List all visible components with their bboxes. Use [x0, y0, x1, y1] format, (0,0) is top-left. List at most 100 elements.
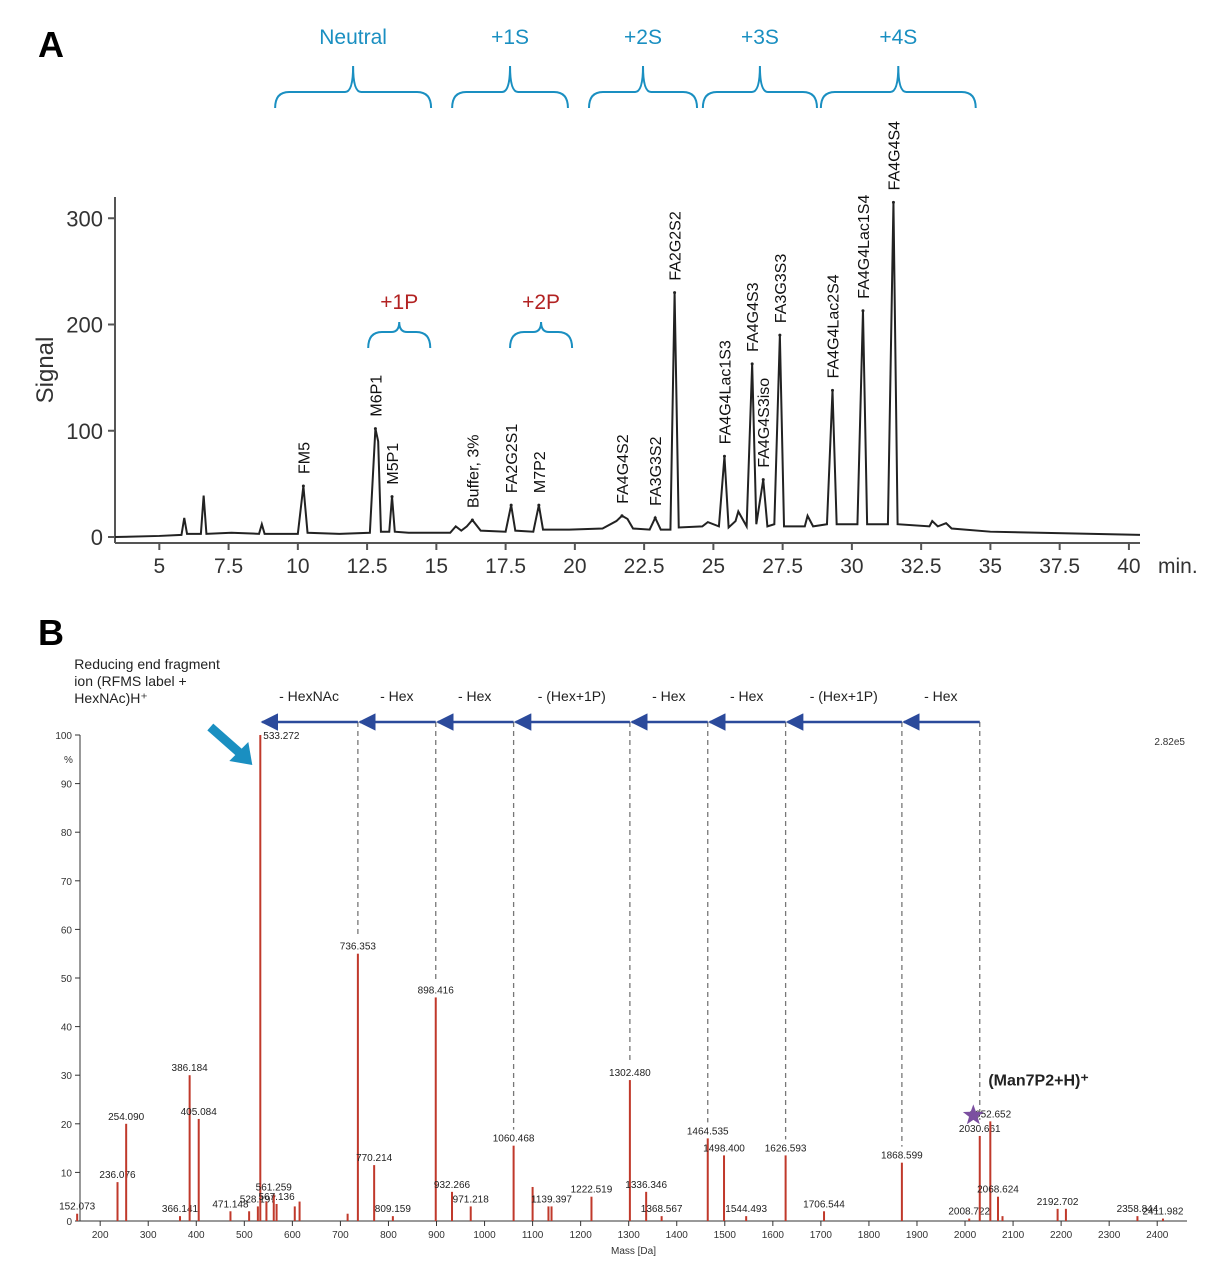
x-tick-label: 2000 [954, 1230, 977, 1241]
y-axis-label: Signal [32, 337, 59, 404]
peak-label: 236.076 [99, 1170, 136, 1181]
peak [469, 1206, 472, 1221]
x-tick-label: 20 [563, 555, 586, 578]
x-tick-label: 1200 [570, 1230, 593, 1241]
panel-label: B [38, 612, 64, 653]
peak [1161, 1218, 1164, 1221]
x-tick-label: 1000 [473, 1230, 496, 1241]
peak-label: FA4G4Lac1S4 [856, 195, 873, 299]
peak [978, 1135, 981, 1221]
peak-label: 2068.624 [977, 1185, 1019, 1196]
peak-label: 405.084 [181, 1107, 218, 1118]
peak-apex [653, 516, 657, 520]
peak [550, 1206, 553, 1221]
peak [391, 1216, 394, 1221]
y-tick-label: 200 [66, 313, 103, 338]
peak [628, 1080, 631, 1221]
y-axis-label: % [64, 755, 73, 766]
x-tick-label: 27.5 [762, 555, 803, 578]
peak-label: 1139.397 [531, 1194, 572, 1205]
peak [660, 1216, 663, 1221]
bracket-label: +2S [624, 26, 662, 49]
peak-apex [390, 495, 394, 499]
peak [116, 1182, 119, 1221]
peak-label: FM5 [296, 442, 313, 474]
y-tick-label: 20 [61, 1120, 73, 1131]
peak-label: 1222.519 [571, 1185, 613, 1196]
bracket [274, 65, 433, 109]
peak-label: 567.136 [258, 1192, 295, 1203]
peak [298, 1201, 301, 1221]
x-tick-label: 1500 [714, 1230, 737, 1241]
peak [346, 1213, 349, 1221]
peak-label: FA4G4S3iso [756, 378, 773, 468]
peak [188, 1075, 191, 1221]
y-tick-label: 50 [61, 974, 73, 985]
peak [784, 1155, 787, 1221]
y-tick-label: 60 [61, 925, 73, 936]
peak [968, 1218, 971, 1221]
star [962, 1104, 984, 1125]
peak-label: M7P2 [532, 451, 549, 493]
peak [900, 1162, 903, 1221]
peak-label: 1868.599 [881, 1151, 923, 1162]
annotation-arrowhead [229, 742, 253, 765]
bracket-label: +4S [879, 26, 917, 49]
x-axis-label: Mass [Da] [611, 1246, 656, 1257]
peak-label: 1060.468 [493, 1134, 535, 1145]
peak [1136, 1216, 1139, 1221]
bracket-label: +1S [491, 26, 529, 49]
peak-label: 2192.702 [1037, 1197, 1079, 1208]
peak-label: 1302.480 [609, 1068, 651, 1079]
x-axis-label: min. [1158, 555, 1198, 578]
peak-label: 932.266 [434, 1180, 471, 1191]
peak-label: 1464.535 [687, 1126, 729, 1137]
x-tick-label: 32.5 [901, 555, 942, 578]
x-tick-label: 17.5 [485, 555, 526, 578]
peak-label: 366.141 [162, 1204, 199, 1215]
peak-apex [831, 388, 834, 392]
x-tick-label: 1100 [522, 1230, 544, 1241]
peak [547, 1206, 550, 1221]
peak-apex [537, 503, 541, 507]
panel-label: A [38, 24, 64, 65]
peak [512, 1145, 515, 1221]
peak-label: FA4G4S3 [745, 282, 762, 351]
peak-apex [470, 518, 474, 522]
x-tick-label: 1600 [762, 1230, 785, 1241]
ladder-label: - (Hex+1P) [538, 688, 606, 704]
peak-label: FA4G4Lac1S3 [717, 340, 734, 444]
peak-apex [750, 362, 754, 366]
bracket [509, 321, 574, 349]
x-tick-label: 1400 [666, 1230, 689, 1241]
peak [1064, 1208, 1067, 1221]
peak [356, 953, 359, 1221]
annotation: (Man7P2+H)⁺ [988, 1072, 1088, 1089]
peak [989, 1121, 992, 1221]
bracket-label: +2P [522, 291, 560, 314]
ladder-label: - Hex [380, 688, 413, 704]
peak-label: 898.416 [418, 985, 455, 996]
peak [434, 997, 437, 1221]
x-tick-label: 22.5 [624, 555, 665, 578]
x-tick-label: 10 [286, 555, 309, 578]
peak [996, 1196, 999, 1221]
x-tick-label: 40 [1117, 555, 1140, 578]
y-tick-label: 70 [61, 877, 73, 888]
peak [1056, 1208, 1059, 1221]
peak [229, 1211, 232, 1221]
peak [265, 1201, 268, 1221]
peak-apex [778, 333, 782, 337]
peak-apex [620, 514, 624, 518]
peak-label: 2411.982 [1142, 1207, 1183, 1218]
peak-apex [761, 478, 765, 482]
peak-label: 2008.722 [948, 1207, 990, 1218]
bracket [367, 321, 432, 349]
peak-label: 971.218 [453, 1194, 490, 1205]
ladder-label: - Hex [924, 688, 957, 704]
peak-label: 152.073 [59, 1202, 96, 1213]
peak-label: 1336.346 [625, 1180, 667, 1191]
x-tick-label: 600 [284, 1230, 301, 1241]
peak-label: 1368.567 [641, 1204, 683, 1215]
